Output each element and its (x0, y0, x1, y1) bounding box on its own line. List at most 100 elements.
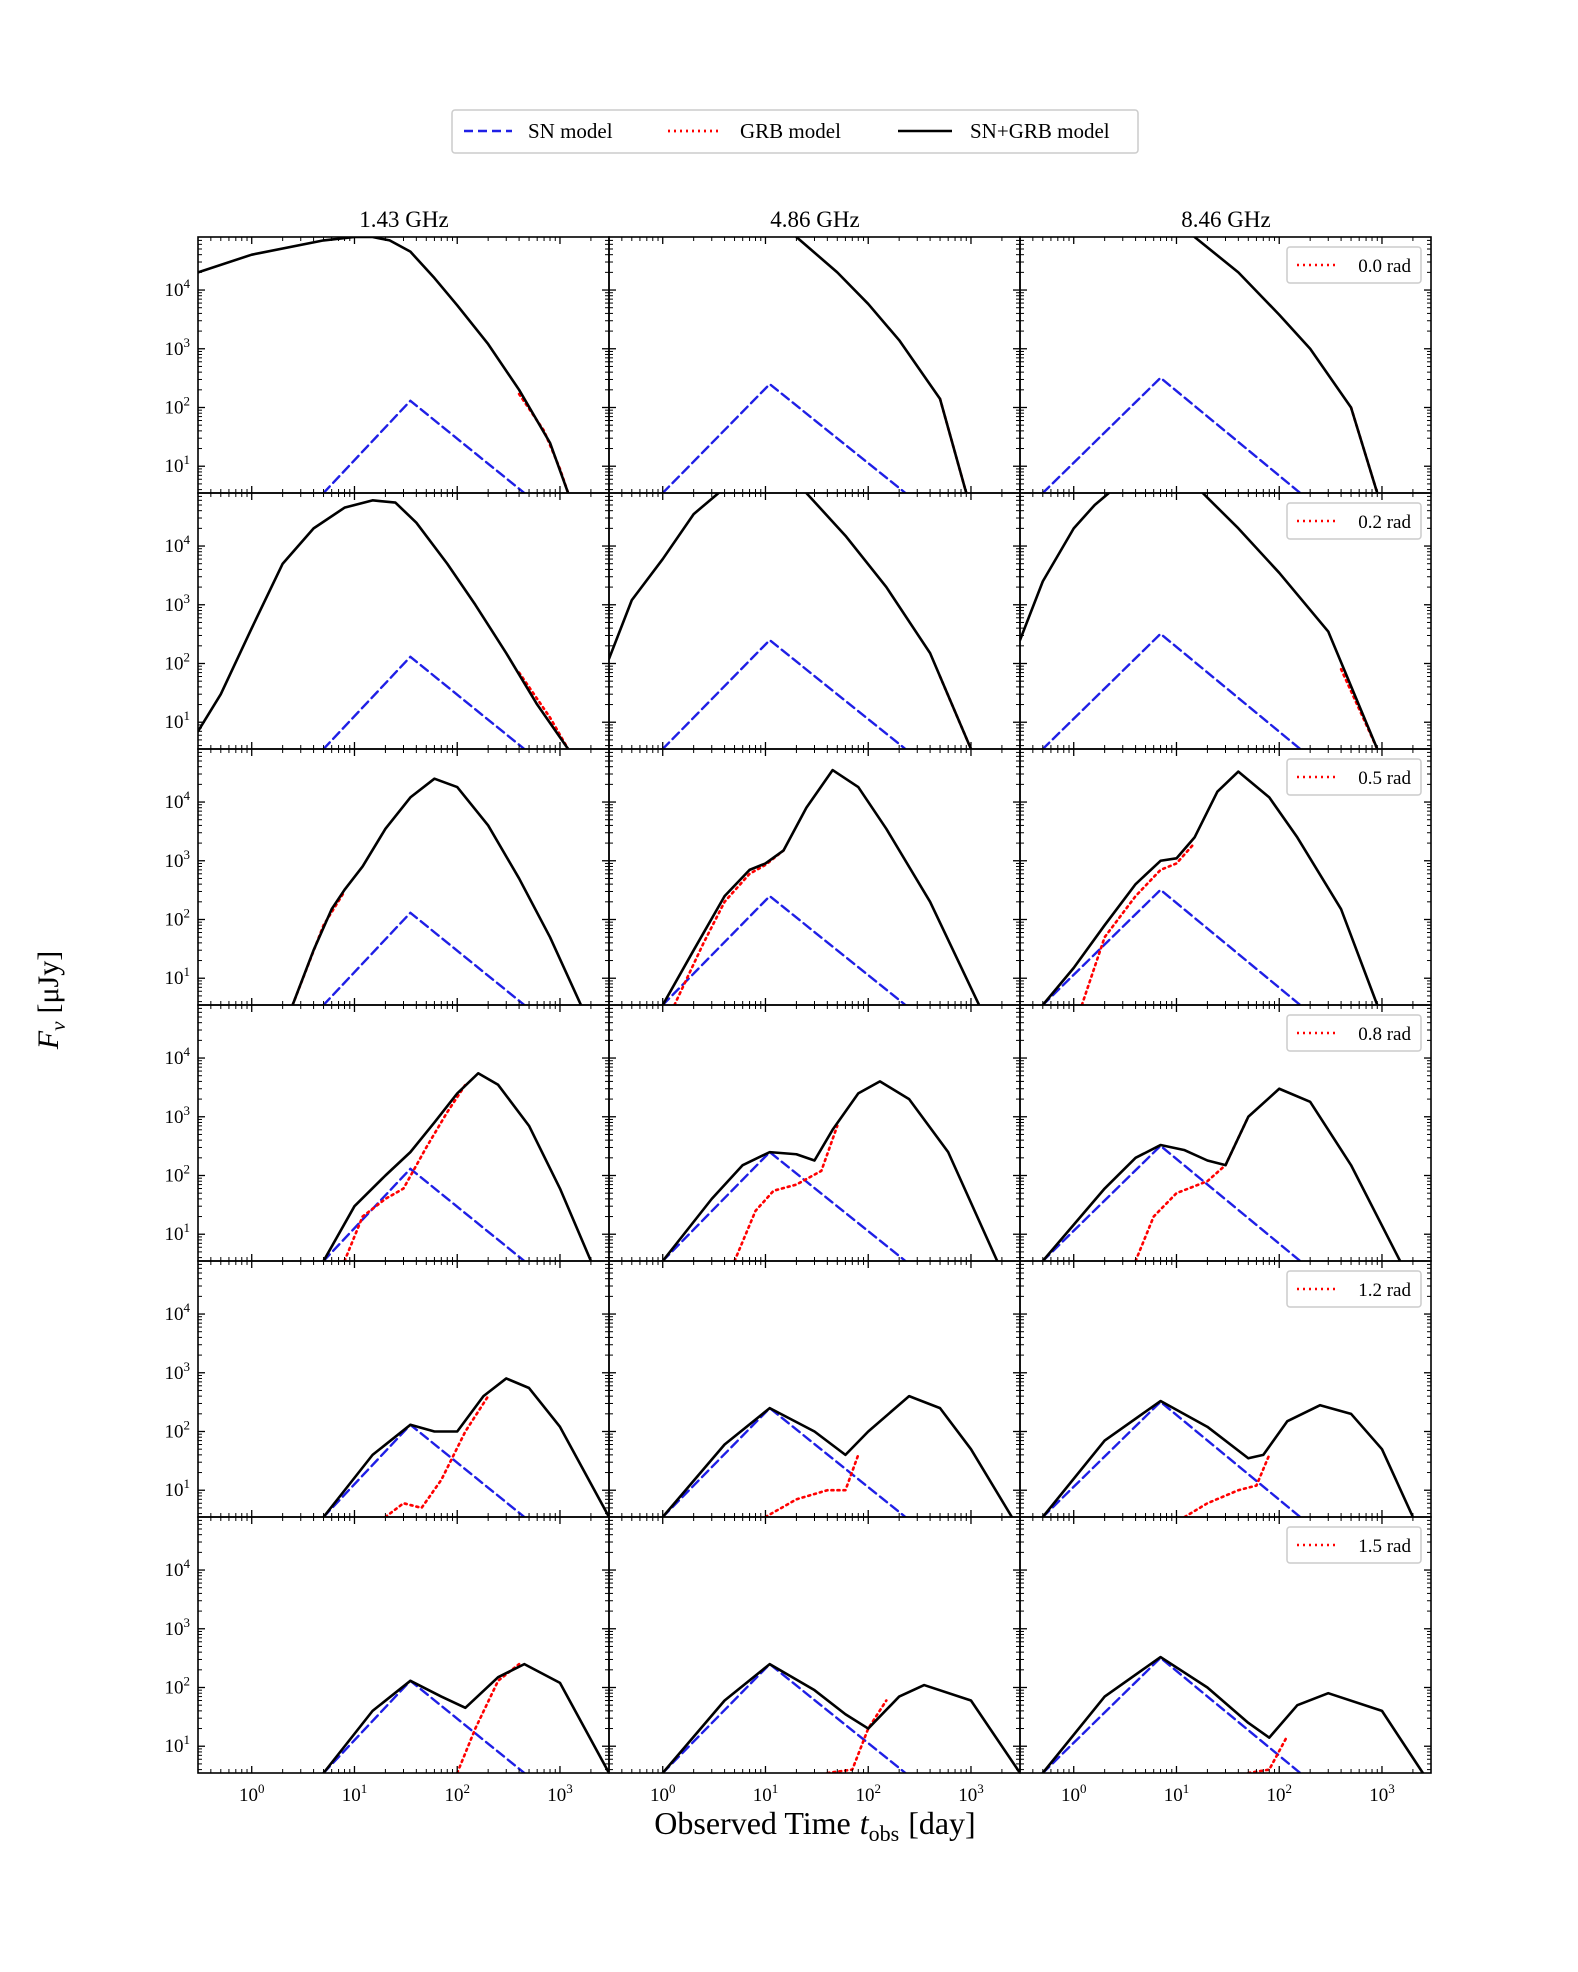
x-tick-label: 100 (239, 1781, 264, 1806)
plot-area (609, 493, 973, 749)
angle-legend: 0.2 rad (1286, 502, 1422, 540)
plot-area (661, 768, 981, 1005)
grb-model-line (673, 849, 785, 1005)
y-tick-label: 103 (165, 847, 191, 872)
y-tick-label: 103 (165, 1103, 191, 1128)
x-label-sub: obs (869, 1821, 900, 1846)
x-label-var: t (860, 1805, 870, 1841)
grb-model-line (343, 1083, 467, 1261)
y-tick-label: 104 (165, 788, 191, 813)
column-title-1: 1.43 GHz (359, 207, 448, 232)
x-label-unit: [day] (908, 1805, 976, 1841)
plot-area (291, 777, 583, 1005)
top-legend: SN model GRB model SN+GRB model (451, 109, 1139, 154)
ticks (197, 1260, 610, 1517)
sn-grb-model-line (661, 1394, 1014, 1517)
y-tick-label: 104 (165, 532, 191, 557)
ticks (1019, 492, 1432, 749)
sn-grb-model-line (661, 1662, 1020, 1773)
angle-legend-label: 0.0 rad (1358, 256, 1411, 277)
sn-grb-model-line (1201, 493, 1379, 749)
plot-area (1041, 1399, 1415, 1517)
axes-frame (197, 492, 610, 750)
sn-model-line (322, 1679, 526, 1773)
legend-sn-label: SN model (528, 119, 613, 143)
plot-area (198, 499, 570, 749)
panel-r3-c1: 101 102 103 104 (165, 748, 610, 1006)
panel-r6-c3: 100 101 102 103 1.5 rad (1019, 1516, 1432, 1806)
grb-model-line (733, 1124, 839, 1261)
plot-area (1041, 770, 1379, 1005)
axes-frame (608, 1260, 1021, 1518)
plot-area (322, 1662, 609, 1773)
panel-r2-c2 (608, 492, 1021, 750)
sn-grb-model-line (661, 768, 981, 1005)
y-tick-label: 103 (165, 591, 191, 616)
y-tick-label: 104 (165, 1556, 191, 1581)
y-tick-label: 104 (165, 1044, 191, 1069)
y-tick-label: 103 (165, 335, 191, 360)
x-tick-label: 101 (753, 1781, 779, 1806)
y-tick-label: 102 (165, 1673, 191, 1698)
panel-r3-c2 (608, 748, 1021, 1006)
sn-model-line (322, 911, 526, 1005)
ticks (1019, 236, 1432, 493)
sn-model-line (1041, 376, 1302, 493)
panel-grid: 101 102 103 104 0.0 rad 101 102 103 104 0.2 rad 10… (165, 236, 1432, 1806)
panel-r5-c3: 1.2 rad (1019, 1260, 1432, 1518)
panel-r5-c1: 101 102 103 104 (165, 1260, 610, 1518)
sn-model-line (322, 1167, 526, 1261)
x-tick-label: 103 (547, 1781, 573, 1806)
sn-model-line (322, 1423, 526, 1517)
y-label-unit: [μJy] (32, 951, 65, 1014)
panel-r1-c3: 0.0 rad (1019, 236, 1432, 494)
column-title-2: 4.86 GHz (770, 207, 859, 232)
sn-model-line (1041, 1656, 1302, 1773)
angle-legend-label: 0.5 rad (1358, 768, 1411, 789)
plot-area (1041, 237, 1379, 493)
sn-grb-model-line (291, 777, 583, 1005)
y-tick-label: 102 (165, 649, 191, 674)
x-tick-label: 100 (650, 1781, 676, 1806)
y-tick-label: 102 (165, 393, 191, 418)
y-tick-label: 103 (165, 1359, 191, 1384)
y-tick-label: 104 (165, 276, 191, 301)
ticks (608, 1004, 1021, 1261)
ticks (197, 1004, 610, 1261)
sn-grb-model-line (198, 237, 570, 493)
sn-model-line (661, 638, 907, 749)
sn-model-line (661, 1662, 907, 1773)
y-tick-label: 101 (165, 1476, 191, 1501)
legend-total-label: SN+GRB model (970, 119, 1110, 143)
plot-area (1041, 1087, 1402, 1261)
panel-r2-c3: 0.2 rad (1019, 492, 1432, 750)
y-axis-label: Fν [μJy] (32, 951, 70, 1050)
ticks (197, 1516, 610, 1773)
x-tick-label: 101 (342, 1781, 368, 1806)
y-tick-label: 101 (165, 1732, 191, 1757)
axes-frame (197, 1260, 610, 1518)
ticks (1019, 1516, 1432, 1773)
axes-frame (197, 236, 610, 494)
plot-area (661, 1662, 1020, 1773)
sn-grb-model-line (322, 1377, 609, 1517)
grb-model-line (1246, 1734, 1289, 1773)
plot-area (198, 237, 570, 493)
x-tick-label: 103 (958, 1781, 984, 1806)
x-tick-label: 102 (1266, 1781, 1292, 1806)
panel-r1-c1: 101 102 103 104 (165, 236, 610, 494)
x-tick-label: 103 (1369, 1781, 1395, 1806)
y-tick-label: 102 (165, 905, 191, 930)
sn-grb-model-line (609, 493, 720, 661)
panel-r2-c1: 101 102 103 104 (165, 492, 610, 750)
sn-grb-model-line (1041, 1087, 1402, 1261)
grb-model-line (455, 1662, 521, 1773)
y-tick-label: 102 (165, 1417, 191, 1442)
plot-area (1041, 1655, 1425, 1773)
plot-area (661, 1394, 1014, 1517)
x-tick-label: 102 (444, 1781, 470, 1806)
sn-grb-model-line (661, 1080, 999, 1261)
angle-legend: 1.5 rad (1286, 1526, 1422, 1564)
